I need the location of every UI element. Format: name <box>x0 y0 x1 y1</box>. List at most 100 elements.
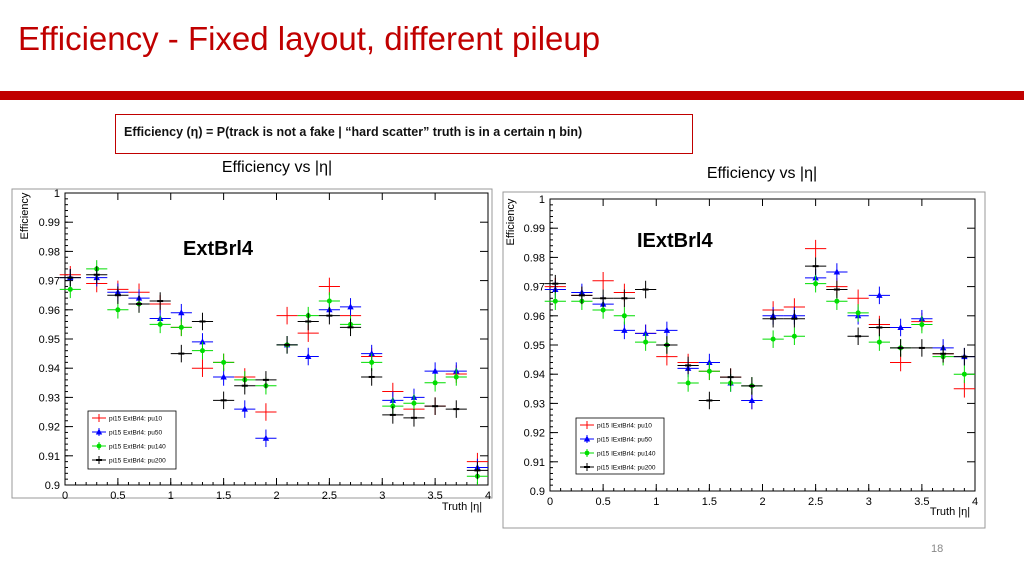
y-tick-label: 0.91 <box>39 451 60 463</box>
data-point <box>953 365 975 383</box>
data-point <box>297 312 319 331</box>
page-number: 18 <box>931 543 944 555</box>
chart-frame <box>11 188 493 499</box>
y-tick-label: 0.97 <box>524 282 545 294</box>
y-tick-label: 0.95 <box>524 340 545 352</box>
circle-marker <box>876 339 882 345</box>
data-point <box>255 429 277 448</box>
data-point <box>592 272 614 290</box>
data-point <box>107 286 129 304</box>
data-point <box>698 391 720 410</box>
legend-label: pi15 ExtBrl4: pu140 <box>109 444 166 451</box>
data-point <box>847 327 869 345</box>
data-point <box>255 403 277 421</box>
data-point <box>613 307 635 325</box>
data-point <box>149 315 171 334</box>
legend-label: pi15 IExtBrl4: pu140 <box>597 451 656 458</box>
data-point <box>677 356 699 375</box>
y-tick-label: 0.94 <box>39 363 60 375</box>
data-point <box>276 336 298 354</box>
x-tick-label: 1.5 <box>216 490 231 502</box>
data-point <box>635 333 657 351</box>
y-tick-label: 0.93 <box>39 392 60 404</box>
data-point <box>234 400 256 418</box>
data-point <box>826 292 848 310</box>
triangle-marker <box>262 434 270 441</box>
y-axis-label: Efficiency <box>505 198 517 245</box>
y-tick-label: 0.92 <box>39 422 60 434</box>
x-tick-label: 2.5 <box>322 490 337 502</box>
triangle-marker <box>305 353 312 360</box>
circle-marker <box>221 359 227 365</box>
circle-marker <box>919 322 925 328</box>
data-point <box>86 266 108 284</box>
y-tick-label: 0.92 <box>524 428 545 440</box>
x-axis-label: Truth |η| <box>930 506 970 518</box>
x-tick-label: 3 <box>379 490 385 502</box>
data-point <box>191 341 214 360</box>
data-point <box>424 374 446 392</box>
data-point <box>445 368 467 386</box>
legend-box <box>575 417 665 475</box>
triangle-marker <box>833 268 841 275</box>
chart-frame <box>502 191 986 529</box>
circle-marker <box>552 298 558 304</box>
data-point <box>382 406 404 424</box>
x-tick-label: 3.5 <box>427 490 442 502</box>
circle-marker <box>621 313 627 319</box>
data-point <box>445 400 467 418</box>
circle-marker <box>157 321 163 327</box>
data-point <box>953 347 975 366</box>
triangle-marker <box>876 291 883 298</box>
legend: pi15 IExtBrl4: pu10 pi15 IExtBrl4: pu50 pi… <box>575 417 665 475</box>
y-tick-label: 0.93 <box>524 398 545 410</box>
data-point <box>868 318 890 337</box>
data-point <box>466 461 488 480</box>
definition-box: Efficiency (η) = P(track is not a fake |… <box>115 114 693 154</box>
data-point <box>656 336 678 354</box>
data-point <box>720 368 742 386</box>
circle-marker <box>199 348 205 354</box>
data-point <box>911 339 933 357</box>
legend-label: pi15 ExtBrl4: pu50 <box>109 430 163 437</box>
data-point <box>149 292 171 310</box>
circle-marker <box>706 368 712 374</box>
definition-text: Efficiency (η) = P(track is not a fake |… <box>124 125 583 139</box>
slide-title: Efficiency - Fixed layout, different pil… <box>18 20 601 57</box>
data-point <box>424 397 446 415</box>
legend-entry: pi15 IExtBrl4: pu200 <box>580 463 656 472</box>
data-point <box>805 274 827 293</box>
data-point <box>318 306 340 325</box>
data-point <box>297 347 319 366</box>
data-point <box>255 371 277 389</box>
x-tick-label: 2.5 <box>808 496 823 508</box>
data-point <box>698 362 720 381</box>
legend-entry: pi15 ExtBrl4: pu200 <box>92 456 166 465</box>
legend-entry: pi15 ExtBrl4: pu140 <box>92 442 166 451</box>
data-point <box>170 344 192 363</box>
x-tick-label: 0.5 <box>595 496 610 508</box>
data-point <box>805 257 827 275</box>
legend-marker <box>584 450 590 456</box>
x-axis-label: Truth |η| <box>442 501 482 513</box>
data-point <box>544 274 566 293</box>
triangle-marker <box>706 359 713 366</box>
triangle-marker <box>897 323 904 330</box>
x-tick-label: 2 <box>759 496 765 508</box>
x-tick-label: 4 <box>485 490 491 502</box>
y-tick-label: 0.91 <box>524 457 545 469</box>
data-point <box>932 345 954 363</box>
y-tick-label: 1 <box>539 194 545 206</box>
circle-marker <box>791 333 797 339</box>
triangle-marker <box>178 309 185 316</box>
data-point <box>783 309 805 328</box>
data-point <box>953 380 975 398</box>
data-point <box>911 315 933 334</box>
x-tick-label: 1.5 <box>702 496 717 508</box>
data-point <box>613 289 635 308</box>
legend-label: pi15 IExtBrl4: pu200 <box>597 465 656 472</box>
legend-marker <box>583 435 591 442</box>
data-point <box>762 309 784 328</box>
circle-marker <box>834 298 840 304</box>
y-tick-label: 0.98 <box>524 252 545 264</box>
